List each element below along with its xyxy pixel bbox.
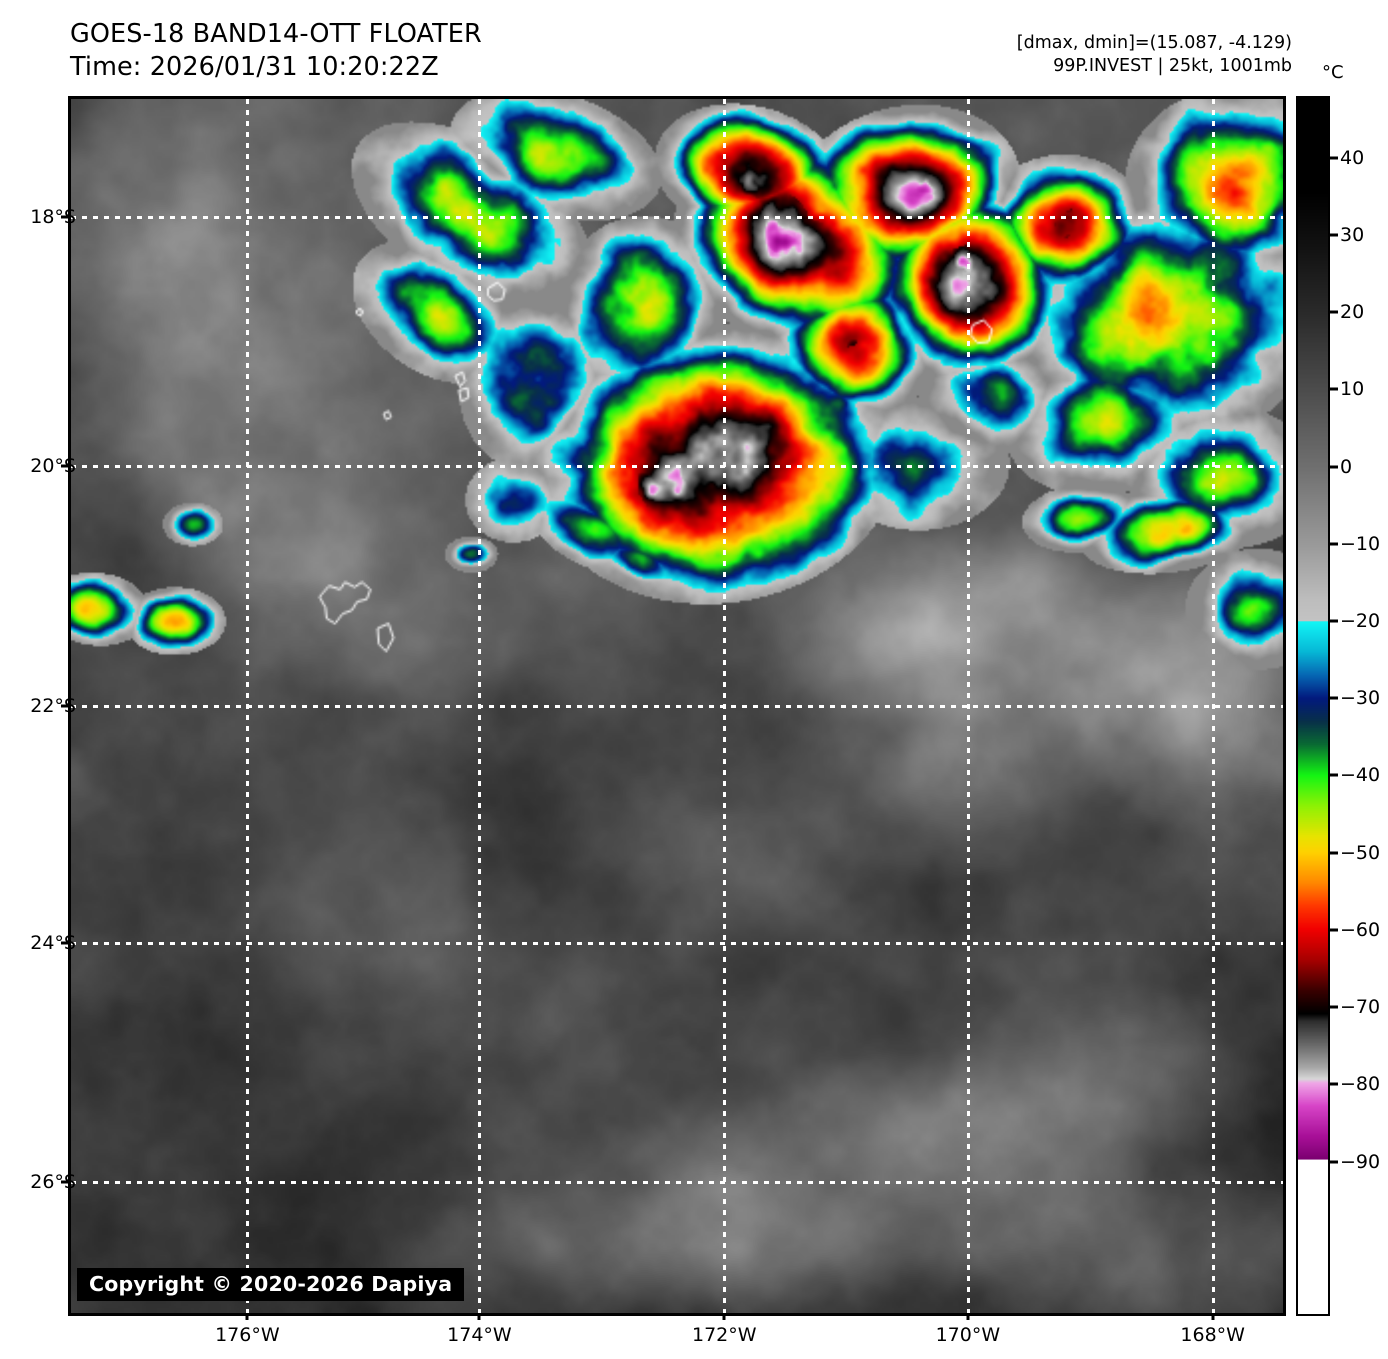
lon-tickmark [245, 1313, 249, 1320]
colorbar-tick-label-0: 40 [1340, 146, 1365, 169]
lat-tick-label-1: 20°S [30, 455, 76, 478]
colorbar-tickmark [1330, 928, 1338, 932]
colorbar-tickmark [1330, 1082, 1338, 1086]
storm-info-label: 99P.INVEST | 25kt, 1001mb [1053, 56, 1292, 77]
colorbar-tickmark [1330, 310, 1338, 314]
lon-tick-label-3: 170°W [935, 1324, 1001, 1346]
colorbar-tick-label-11: −70 [1340, 996, 1381, 1019]
colorbar-tick-label-13: −90 [1340, 1150, 1381, 1173]
dmax-dmin-label: [dmax, dmin]=(15.087, -4.129) [1016, 33, 1292, 53]
colorbar-tickmark [1330, 1160, 1338, 1164]
lat-tick-label-2: 22°S [30, 695, 76, 717]
colorbar-gradient [1296, 96, 1330, 1316]
colorbar-tickmark [1330, 619, 1338, 623]
lon-tickmark [722, 1313, 726, 1320]
copyright-watermark: Copyright © 2020-2026 Dapiya [77, 1268, 465, 1301]
colorbar-tickmark [1330, 1005, 1338, 1009]
lon-tickmark [477, 1313, 481, 1320]
page-title: GOES-18 BAND14-OTT FLOATER [70, 19, 482, 49]
colorbar-tick-label-1: 30 [1340, 223, 1365, 246]
colorbar-tick-label-12: −80 [1340, 1073, 1381, 1096]
metadata-block: [dmax, dmin]=(15.087, -4.129) 99P.INVEST… [1017, 32, 1292, 79]
colorbar-tickmark [1330, 542, 1338, 546]
lat-tickmark [61, 704, 68, 708]
colorbar-tick-label-6: −20 [1340, 610, 1381, 633]
lat-tickmark [61, 215, 68, 219]
lat-tick-label-0: 18°S [30, 206, 76, 229]
colorbar-tick-label-7: −30 [1340, 687, 1381, 710]
colorbar-canvas [1298, 98, 1328, 1314]
title-block: GOES-18 BAND14-OTT FLOATER Time: 2026/01… [70, 18, 482, 84]
colorbar-unit-label: °C [1322, 62, 1344, 83]
lon-tick-label-4: 168°W [1180, 1324, 1245, 1346]
lon-tick-label-0: 176°W [215, 1324, 280, 1346]
lon-tick-label-2: 172°W [691, 1324, 757, 1346]
lat-tickmark [61, 1180, 68, 1184]
colorbar-tickmark [1330, 233, 1338, 237]
lon-tickmark [1211, 1313, 1215, 1320]
lat-tickmark [61, 464, 68, 468]
colorbar-tick-label-8: −40 [1340, 764, 1381, 787]
lon-tickmark [966, 1313, 970, 1320]
colorbar-tick-label-10: −60 [1340, 918, 1381, 941]
colorbar-tickmark [1330, 387, 1338, 391]
colorbar-tickmark [1330, 465, 1338, 469]
colorbar-tick-label-4: 0 [1340, 455, 1353, 478]
colorbar-tick-label-9: −50 [1340, 841, 1381, 864]
lat-tickmark [61, 941, 68, 945]
timestamp-label: Time: 2026/01/31 10:20:22Z [70, 52, 439, 83]
colorbar-tick-label-2: 20 [1340, 301, 1365, 324]
colorbar-tickmark [1330, 156, 1338, 160]
colorbar-tick-label-3: 10 [1340, 378, 1365, 401]
satellite-ir-heatmap [71, 99, 1283, 1313]
colorbar-tickmark [1330, 851, 1338, 855]
temperature-colorbar[interactable]: 40 30 20 10 0 −10 −20 −30 −40 −50 −60 −70 −80 −90 [1296, 96, 1380, 1316]
lon-tick-label-1: 174°W [447, 1324, 512, 1346]
colorbar-tick-label-5: −10 [1340, 532, 1381, 555]
satellite-image-plot[interactable]: Copyright © 2020-2026 Dapiya [68, 96, 1286, 1316]
lat-tick-label-4: 26°S [30, 1170, 76, 1193]
colorbar-tickmark [1330, 696, 1338, 700]
lat-tick-label-3: 24°S [30, 931, 76, 954]
colorbar-tickmark [1330, 773, 1338, 777]
